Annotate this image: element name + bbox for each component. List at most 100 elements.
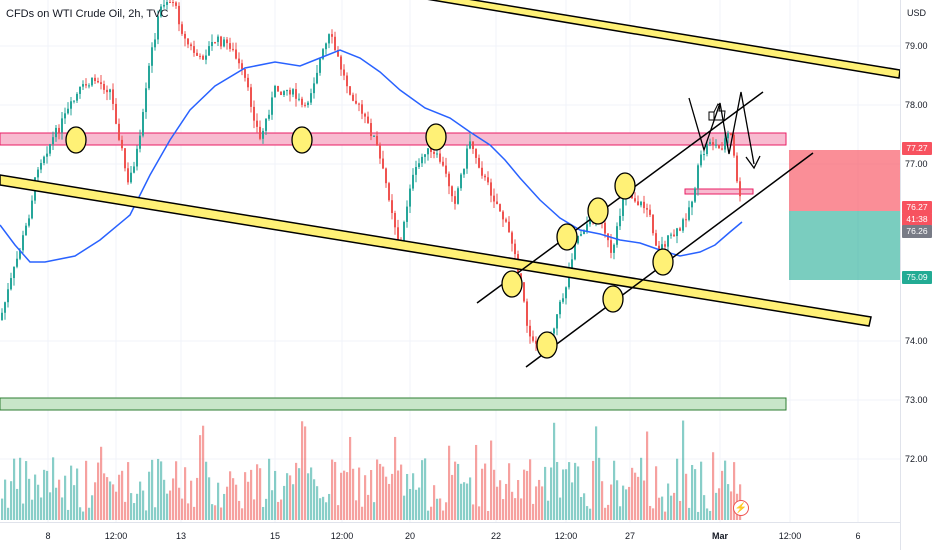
candle-body <box>241 63 243 70</box>
double-top-pattern[interactable] <box>688 91 755 165</box>
volume-bar <box>25 461 28 520</box>
candle-body <box>172 2 174 3</box>
volume-bar <box>292 484 295 520</box>
volume-bar <box>154 507 157 520</box>
candle-body <box>94 77 96 82</box>
candle-body <box>97 81 99 83</box>
candle-body <box>190 44 192 47</box>
volume-bar <box>400 464 403 520</box>
candle-body <box>421 156 423 164</box>
candle-body <box>253 106 255 121</box>
candle-body <box>310 93 312 103</box>
volume-bar <box>391 473 394 520</box>
volume-bar <box>352 468 355 520</box>
symbol-title[interactable]: CFDs on WTI Crude Oil, 2h, TVC <box>6 8 169 20</box>
volume-bar <box>178 487 181 520</box>
candle-body <box>211 41 213 47</box>
candle-body <box>553 328 555 334</box>
volume-bar <box>67 509 70 520</box>
candle-body <box>676 228 678 237</box>
time-tick-label: 6 <box>855 531 861 541</box>
candle-body <box>709 142 711 145</box>
price-badge: 77.27 <box>902 142 932 156</box>
candle-body <box>148 65 150 89</box>
chart-canvas[interactable] <box>0 0 901 522</box>
candle-body <box>463 168 465 175</box>
volume-bar <box>562 469 565 520</box>
candle-body <box>616 226 618 245</box>
volume-bar <box>253 499 256 520</box>
price-tick-label: 77.00 <box>905 159 928 169</box>
volume-bar <box>727 484 730 520</box>
candle-body <box>1 312 3 320</box>
candle-body <box>688 207 690 220</box>
candle-body <box>244 69 246 78</box>
volume-bar <box>394 436 397 520</box>
candle-body <box>580 234 582 236</box>
volume-bar <box>16 488 19 520</box>
volume-bar <box>157 458 160 520</box>
chart-pane[interactable]: CFDs on WTI Crude Oil, 2h, TVC ⚡ <box>0 0 901 522</box>
volume-bar <box>211 504 214 520</box>
candle-body <box>700 154 702 166</box>
lightning-bolt-icon[interactable]: ⚡ <box>733 500 749 516</box>
volume-bar <box>346 472 349 520</box>
volume-bar <box>478 506 481 520</box>
volume-bar <box>601 481 604 520</box>
volume-bar <box>223 493 226 520</box>
time-scale[interactable]: 8 12:00 13 15 12:00 20 22 12:00 27 Mar 12:00 6 <box>0 522 900 551</box>
take-profit-zone[interactable] <box>789 211 900 280</box>
volume-bar <box>37 484 40 520</box>
candle-body <box>430 148 432 152</box>
stop-loss-zone[interactable] <box>789 150 900 211</box>
volume-bar <box>205 461 208 520</box>
lower-channel-band[interactable] <box>0 174 872 327</box>
upper-channel-band[interactable] <box>420 0 901 79</box>
candle-body <box>328 34 330 44</box>
volume-bar <box>580 497 583 520</box>
volume-bar <box>10 481 13 520</box>
candle-body <box>19 250 21 259</box>
candle-body <box>136 148 138 167</box>
neckline-zone[interactable] <box>684 188 754 195</box>
candle-body <box>697 165 699 189</box>
candle-body <box>334 36 336 51</box>
volume-bar <box>553 422 556 520</box>
candle-body <box>487 177 489 183</box>
candle-body <box>661 244 663 252</box>
candle-body <box>415 166 417 175</box>
candle-body <box>187 38 189 45</box>
candle-body <box>109 89 111 93</box>
touch-circle <box>652 248 674 276</box>
volume-bar <box>724 460 727 520</box>
candle-body <box>385 168 387 184</box>
support-zone[interactable] <box>0 397 787 411</box>
volume-bar <box>499 480 502 520</box>
volume-bar <box>574 462 577 520</box>
volume-bar <box>421 460 424 520</box>
volume-bar <box>415 489 418 520</box>
volume-bar <box>220 507 223 520</box>
time-tick-label: 13 <box>175 531 187 541</box>
candle-body <box>532 336 534 341</box>
candle-body <box>337 50 339 57</box>
candle-body <box>391 200 393 214</box>
time-tick-label: 12:00 <box>104 531 128 541</box>
candle-body <box>397 227 399 242</box>
resistance-zone[interactable] <box>0 132 787 146</box>
candle-body <box>196 52 198 56</box>
volume-bar <box>295 462 298 520</box>
volume-bar <box>733 462 736 520</box>
candle-body <box>226 39 228 44</box>
candle-body <box>280 91 282 95</box>
candle-body <box>712 142 714 145</box>
candle-body <box>304 104 306 106</box>
candle-body <box>157 16 159 40</box>
candle-body <box>442 161 444 166</box>
volume-bar <box>526 470 529 520</box>
price-scale[interactable]: USD 79.00 78.00 77.00 74.00 73.00 72.00 77.27… <box>900 0 932 550</box>
volume-bar <box>721 470 724 520</box>
candle-body <box>295 89 297 99</box>
volume-bar <box>631 467 634 520</box>
volume-bar <box>637 476 640 520</box>
